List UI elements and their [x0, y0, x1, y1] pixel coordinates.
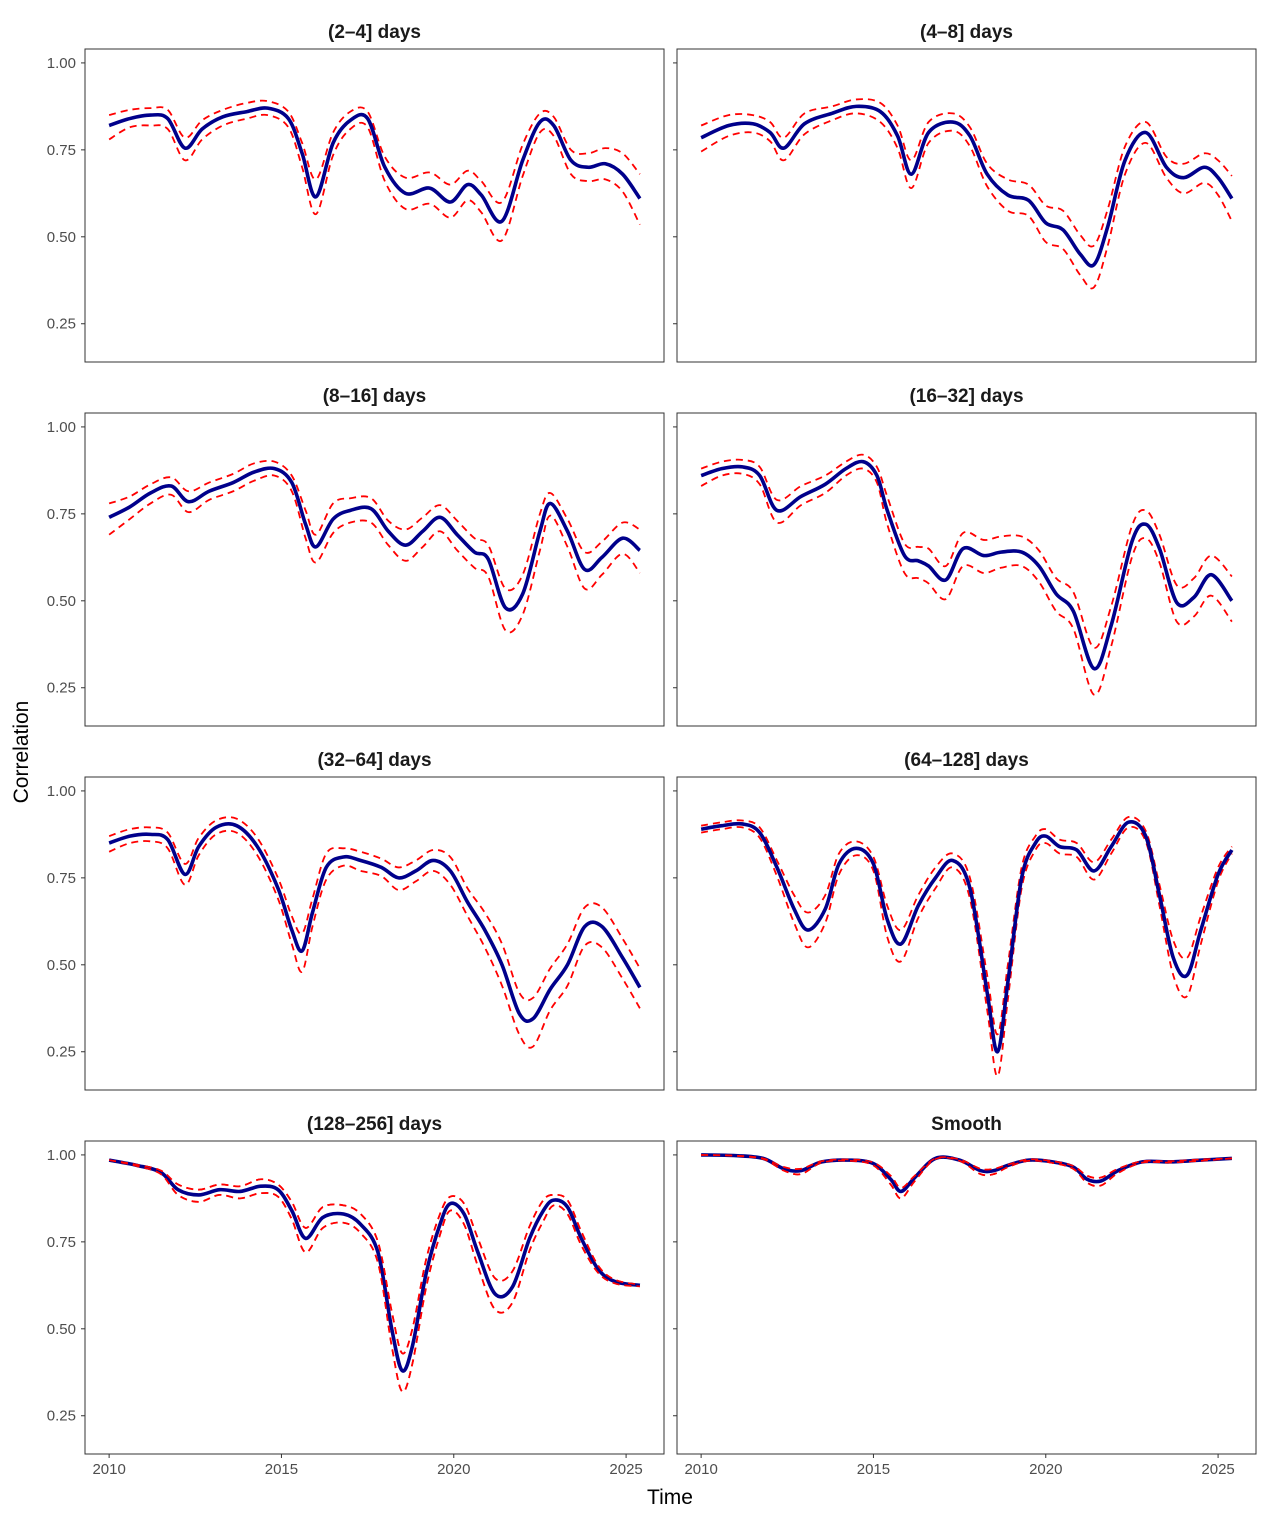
y-tick-label: 0.50 — [47, 593, 76, 610]
series-group — [701, 1153, 1232, 1200]
panel-8: Smooth 2010 2015 2020 2025 — [673, 1114, 1257, 1478]
panel-frame — [676, 1140, 1257, 1455]
panel-2: (4–8] days — [673, 22, 1257, 363]
panel-frame — [676, 776, 1257, 1091]
panel-title: (64–128] days — [904, 750, 1029, 771]
y-tick-label: 0.25 — [47, 316, 76, 333]
y-tick-label: 0.75 — [47, 870, 76, 887]
y-axis-title: Correlation — [10, 701, 33, 804]
panel-5: (32–64] days 0.25 0.50 0.75 1.00 — [47, 750, 665, 1091]
panel-1: (2–4] days 0.25 0.50 0.75 1.00 — [47, 22, 665, 363]
y-tick-label: 0.50 — [47, 957, 76, 974]
series-group — [108, 816, 642, 1049]
series-group — [700, 815, 1234, 1077]
panels-group: (2–4] days 0.25 0.50 0.75 1.00 (4–8] days (8–1… — [47, 22, 1257, 1478]
lower-bound-line — [700, 467, 1233, 696]
y-tick-label: 0.25 — [47, 1044, 76, 1061]
y-tick-label: 1.00 — [47, 55, 76, 72]
series-group — [108, 1158, 641, 1393]
panel-title: (16–32] days — [909, 386, 1023, 407]
series-group — [700, 98, 1234, 290]
estimate-line — [108, 466, 642, 612]
upper-bound-line — [108, 816, 641, 1002]
y-tick-label: 1.00 — [47, 419, 76, 436]
panel-7: (128–256] days 0.25 0.50 0.75 1.00 2010 2015 20… — [47, 1114, 665, 1478]
panel-title: (32–64] days — [317, 750, 431, 771]
series-group — [700, 453, 1234, 696]
x-tick-label: 2020 — [437, 1461, 470, 1478]
panel-title: Smooth — [931, 1114, 1002, 1135]
panel-title: (4–8] days — [920, 22, 1013, 43]
panel-frame — [84, 1140, 665, 1455]
y-tick-label: 0.50 — [47, 1321, 76, 1338]
y-tick-label: 0.50 — [47, 229, 76, 246]
panel-6: (64–128] days — [673, 750, 1257, 1091]
panel-title: (8–16] days — [323, 386, 427, 407]
panel-4: (16–32] days — [673, 386, 1257, 727]
series-group — [108, 99, 642, 243]
x-tick-label: 2015 — [857, 1461, 890, 1478]
y-tick-label: 0.75 — [47, 1234, 76, 1251]
y-tick-label: 0.25 — [47, 680, 76, 697]
lower-bound-line — [108, 113, 641, 243]
lower-bound-line — [108, 474, 641, 634]
x-tick-label: 2010 — [92, 1461, 125, 1478]
upper-bound-line — [108, 99, 641, 204]
estimate-line — [700, 104, 1234, 268]
lower-bound-line — [700, 112, 1233, 290]
upper-bound-line — [700, 453, 1233, 649]
estimate-line — [108, 1158, 641, 1373]
series-group — [108, 459, 642, 634]
x-tick-label: 2010 — [684, 1461, 717, 1478]
estimate-line — [108, 106, 642, 224]
estimate-line — [700, 820, 1234, 1054]
x-tick-label: 2015 — [265, 1461, 298, 1478]
upper-bound-overlay — [109, 1159, 641, 1355]
panel-frame — [676, 48, 1257, 363]
panel-frame — [84, 776, 665, 1091]
y-tick-label: 0.75 — [47, 142, 76, 159]
upper-bound-line — [108, 459, 641, 592]
x-tick-label: 2025 — [1201, 1461, 1234, 1478]
panel-frame — [84, 48, 665, 363]
x-tick-label: 2020 — [1029, 1461, 1062, 1478]
estimate-line — [108, 822, 642, 1023]
x-axis-title: Time — [647, 1486, 693, 1509]
y-tick-label: 0.25 — [47, 1408, 76, 1425]
y-tick-label: 1.00 — [47, 783, 76, 800]
estimate-line — [701, 1153, 1232, 1194]
lower-bound-line — [108, 829, 641, 1049]
panel-frame — [676, 412, 1257, 727]
panel-3: (8–16] days 0.25 0.50 0.75 1.00 — [47, 386, 665, 727]
estimate-line — [700, 459, 1234, 671]
panel-frame — [84, 412, 665, 727]
panel-title: (128–256] days — [307, 1114, 442, 1135]
panel-title: (2–4] days — [328, 22, 421, 43]
lower-bound-overlay — [108, 1159, 640, 1393]
upper-bound-line — [700, 98, 1233, 248]
y-tick-label: 1.00 — [47, 1147, 76, 1164]
y-tick-label: 0.75 — [47, 506, 76, 523]
lower-bound-overlay — [701, 1154, 1232, 1200]
upper-bound-line — [700, 815, 1233, 1036]
x-tick-label: 2025 — [609, 1461, 642, 1478]
